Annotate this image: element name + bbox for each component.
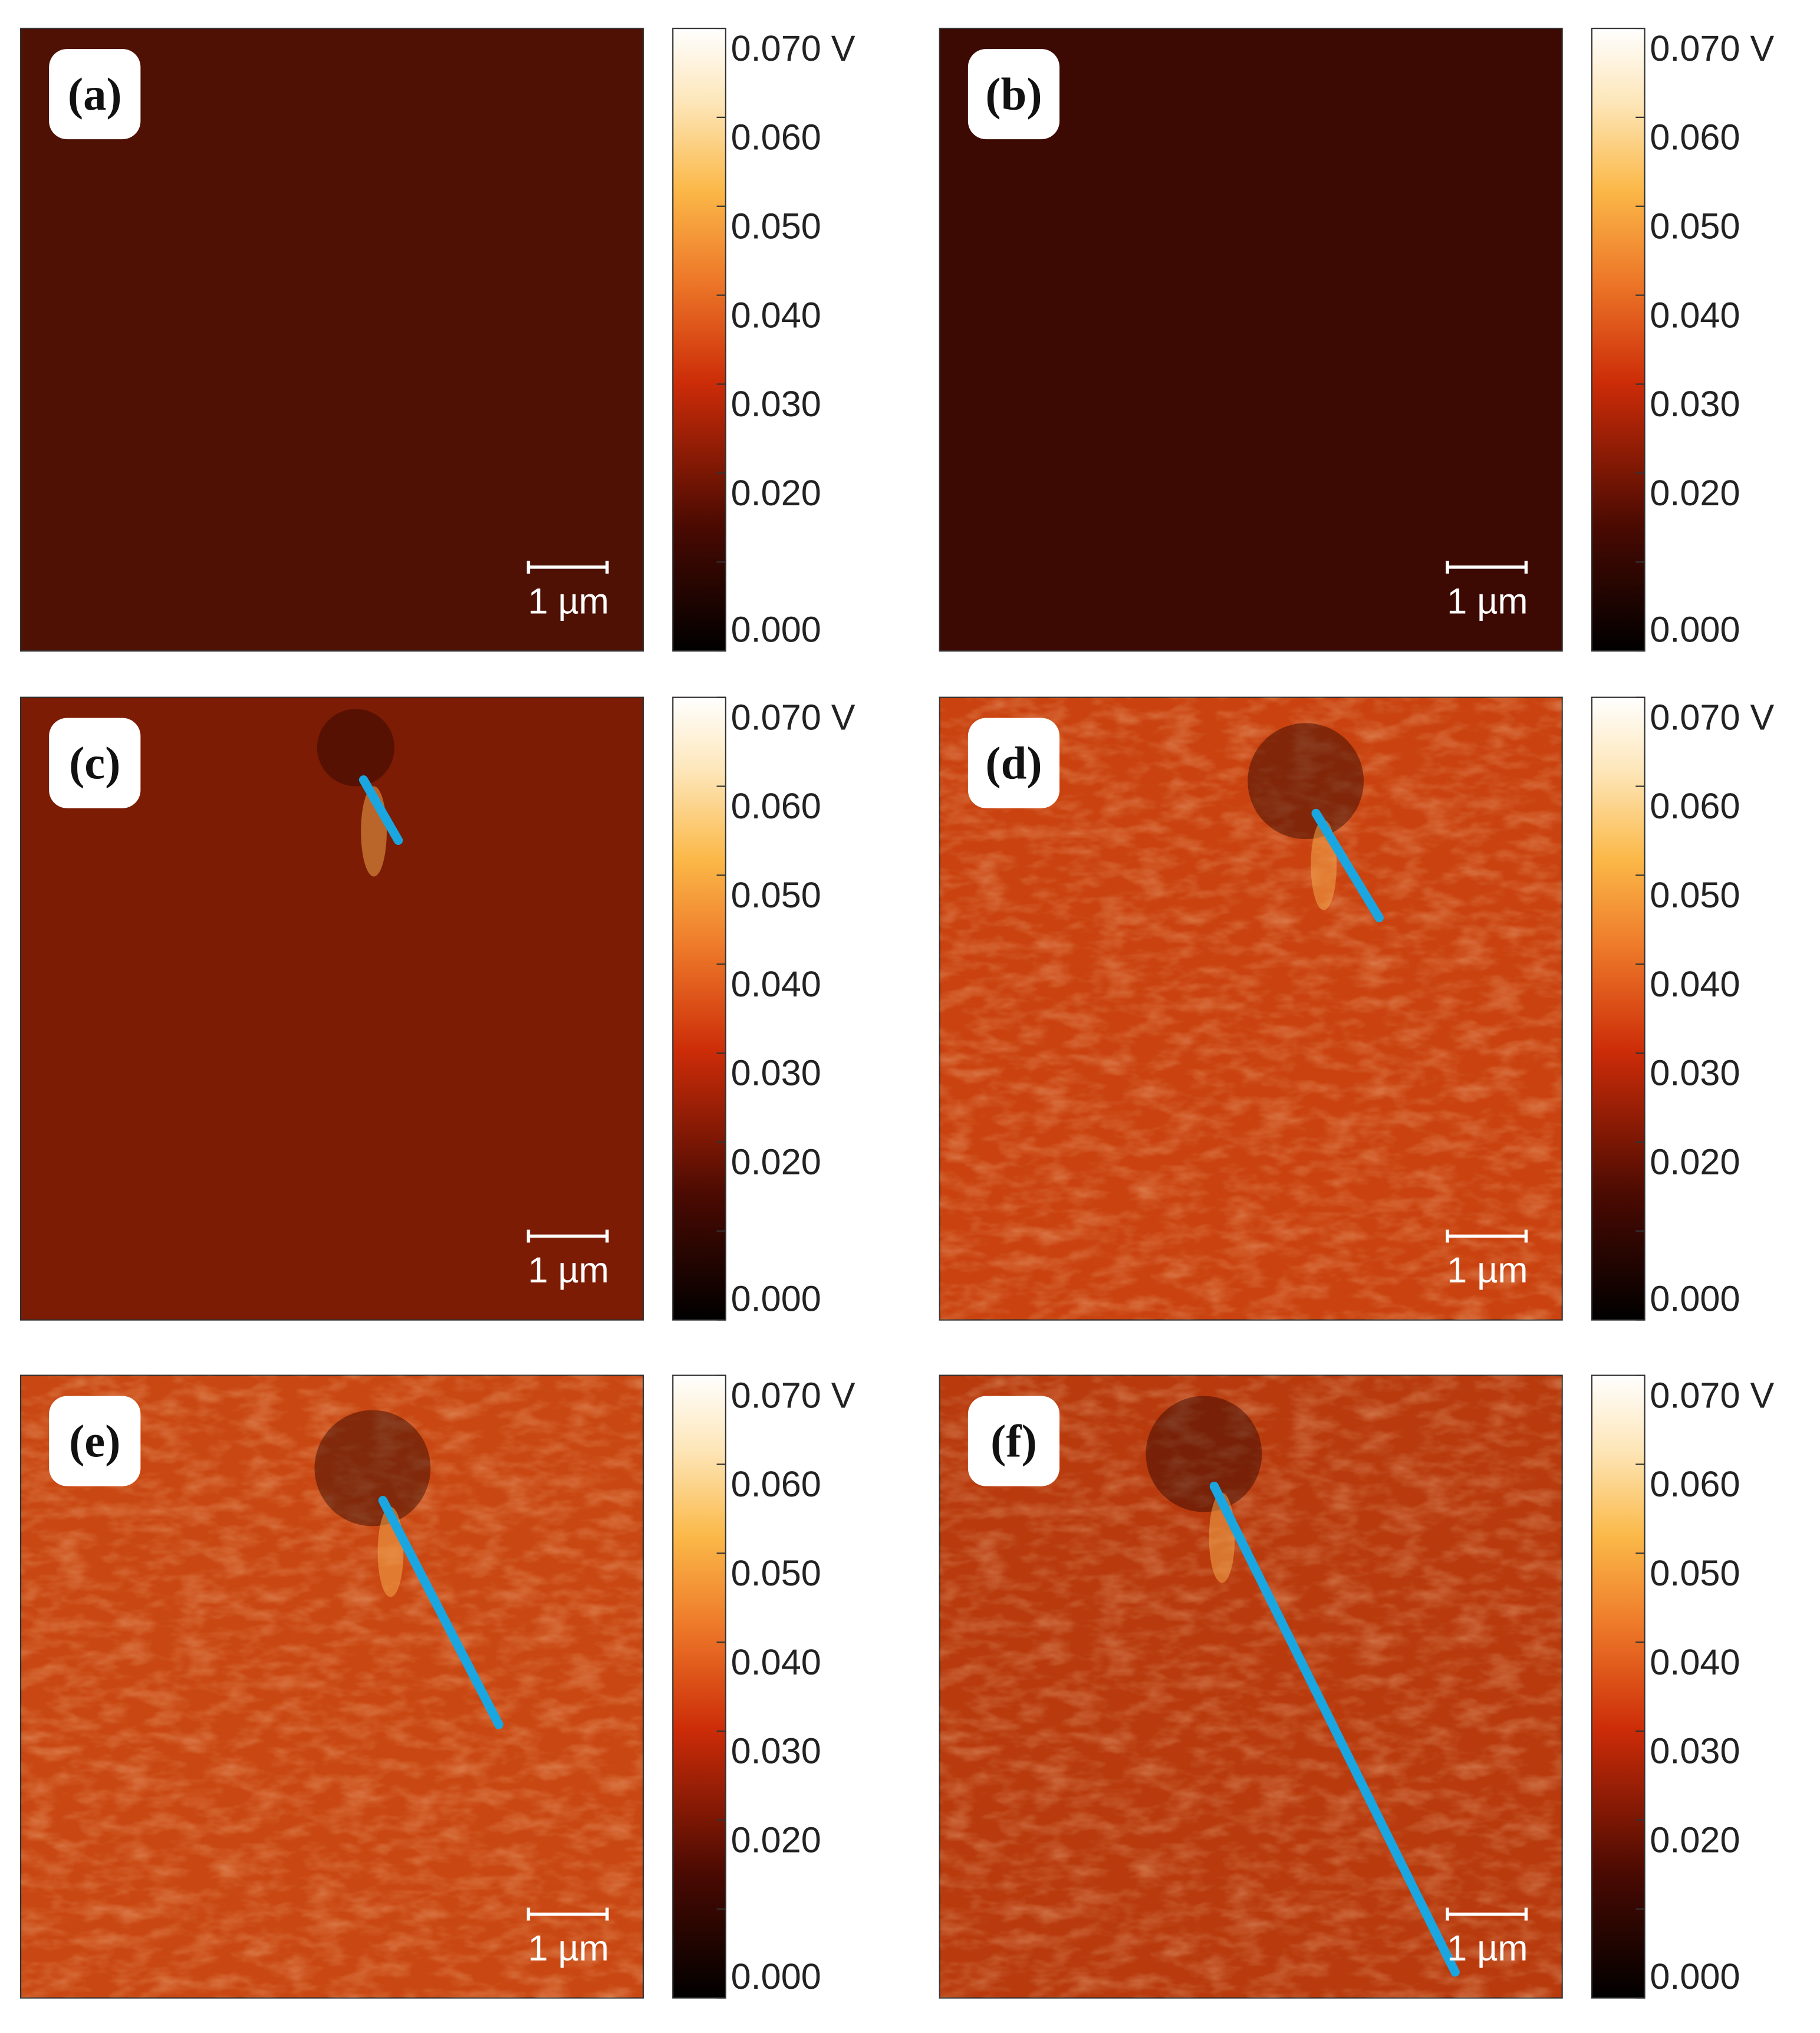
label-box — [49, 49, 141, 140]
colorbar — [672, 1374, 726, 1999]
panel: (c) 1 µm 0.070 V 0.060 0.050 0.040 0.030 0.020 0… — [19, 696, 855, 1321]
panel: (d) 1 µm 0.070 V 0.060 0.050 0.040 0.030 0.020 0… — [939, 696, 1775, 1321]
colorbar — [1591, 1374, 1645, 1999]
colorbar-tick-label: 0.030 — [731, 1731, 821, 1771]
colorbar-tick-label: 0.000 — [731, 1956, 821, 1996]
colorbar-tick-label: 0.060 — [1650, 117, 1740, 157]
panel: (b) 1 µm 0.070 V 0.060 0.050 0.040 0.030 0.020 0… — [939, 28, 1775, 652]
panel-label: (c) — [69, 738, 120, 789]
colorbar-tick-label: 0.060 — [731, 117, 821, 157]
colorbar-tick-label: 0.060 — [731, 1464, 821, 1504]
colorbar-tick-label: 0.050 — [1650, 1553, 1740, 1593]
colorbar — [672, 28, 726, 652]
colorbar-tick-label: 0.000 — [731, 610, 821, 650]
colorbar-tick-label: 0.050 — [1650, 875, 1740, 915]
colorbar-tick-label: 0.020 — [731, 1820, 821, 1860]
colorbar — [1591, 696, 1645, 1321]
profile-line — [1209, 1481, 1460, 1977]
colorbar-tick-label: 0.070 V — [1650, 28, 1774, 68]
feature-dark — [317, 709, 395, 787]
colorbar-tick-label: 0.060 — [1650, 786, 1740, 826]
colorbar-tick-label: 0.050 — [731, 206, 821, 246]
colorbar-tick-label: 0.000 — [1650, 1278, 1740, 1318]
colorbar-tick-label: 0.040 — [1650, 295, 1740, 335]
colorbar-tick-label: 0.020 — [1650, 1820, 1740, 1860]
scale-bar-label: 1 µm — [1447, 1928, 1528, 1968]
colorbar-tick-label: 0.070 V — [1650, 1375, 1774, 1415]
colorbar — [672, 696, 726, 1321]
panel-label: (a) — [68, 69, 122, 120]
colorbar-tick-label: 0.020 — [1650, 1142, 1740, 1182]
label-box — [49, 718, 141, 808]
colorbar-tick-label: 0.070 V — [731, 1375, 855, 1415]
colorbar — [1591, 28, 1645, 652]
colorbar-tick-label: 0.050 — [1650, 206, 1740, 246]
panel-label: (d) — [985, 738, 1042, 789]
panel: (a) 1 µm 0.070 V 0.060 0.050 0.040 0.030 0.020 0… — [19, 28, 855, 652]
panel: (f) 1 µm 0.070 V 0.060 0.050 0.040 0.030 0.020 0… — [939, 1374, 1775, 1999]
colorbar-tick-label: 0.040 — [731, 964, 821, 1004]
colorbar-tick-label: 0.040 — [1650, 1642, 1740, 1682]
scale-bar-label: 1 µm — [1447, 1250, 1528, 1290]
colorbar-tick-label: 0.020 — [731, 473, 821, 513]
scale-bar-label: 1 µm — [528, 1250, 609, 1290]
colorbar-tick-label: 0.000 — [731, 1278, 821, 1318]
label-box — [967, 1396, 1060, 1486]
feature-dark — [1146, 1396, 1262, 1512]
label-box — [49, 1396, 141, 1486]
label-box — [967, 718, 1060, 808]
panel-label: (e) — [69, 1416, 120, 1467]
label-box — [967, 49, 1060, 140]
colorbar-tick-label: 0.060 — [1650, 1464, 1740, 1504]
colorbar-tick-label: 0.070 V — [731, 697, 855, 737]
scale-bar-label: 1 µm — [1447, 581, 1528, 621]
colorbar-tick-label: 0.000 — [1650, 610, 1740, 650]
colorbar-tick-label: 0.070 V — [1650, 697, 1774, 737]
scale-bar-label: 1 µm — [528, 581, 609, 621]
colorbar-tick-label: 0.020 — [731, 1142, 821, 1182]
colorbar-tick-label: 0.040 — [1650, 964, 1740, 1004]
colorbar-tick-label: 0.030 — [1650, 1053, 1740, 1093]
profile-line — [378, 1496, 503, 1729]
colorbar-tick-label: 0.060 — [731, 786, 821, 826]
colorbar-tick-label: 0.030 — [1650, 1731, 1740, 1771]
profile-line — [358, 775, 403, 846]
colorbar-tick-label: 0.030 — [731, 1053, 821, 1093]
colorbar-tick-label: 0.000 — [1650, 1956, 1740, 1996]
scale-bar-label: 1 µm — [528, 1928, 609, 1968]
afm-image — [19, 696, 644, 1321]
feature-dark — [1248, 723, 1364, 840]
colorbar-tick-label: 0.050 — [731, 1553, 821, 1593]
colorbar-tick-label: 0.030 — [1650, 384, 1740, 424]
colorbar-tick-label: 0.070 V — [731, 28, 855, 68]
panel-label: (f) — [990, 1416, 1037, 1467]
colorbar-tick-label: 0.020 — [1650, 473, 1740, 513]
panel-label: (b) — [985, 69, 1042, 120]
panel: (e) 1 µm 0.070 V 0.060 0.050 0.040 0.030 0.020 0… — [19, 1374, 855, 1999]
profile-line — [1311, 808, 1384, 923]
feature-dark — [314, 1410, 431, 1527]
colorbar-tick-label: 0.030 — [731, 384, 821, 424]
colorbar-tick-label: 0.050 — [731, 875, 821, 915]
colorbar-tick-label: 0.040 — [731, 295, 821, 335]
colorbar-tick-label: 0.040 — [731, 1642, 821, 1682]
